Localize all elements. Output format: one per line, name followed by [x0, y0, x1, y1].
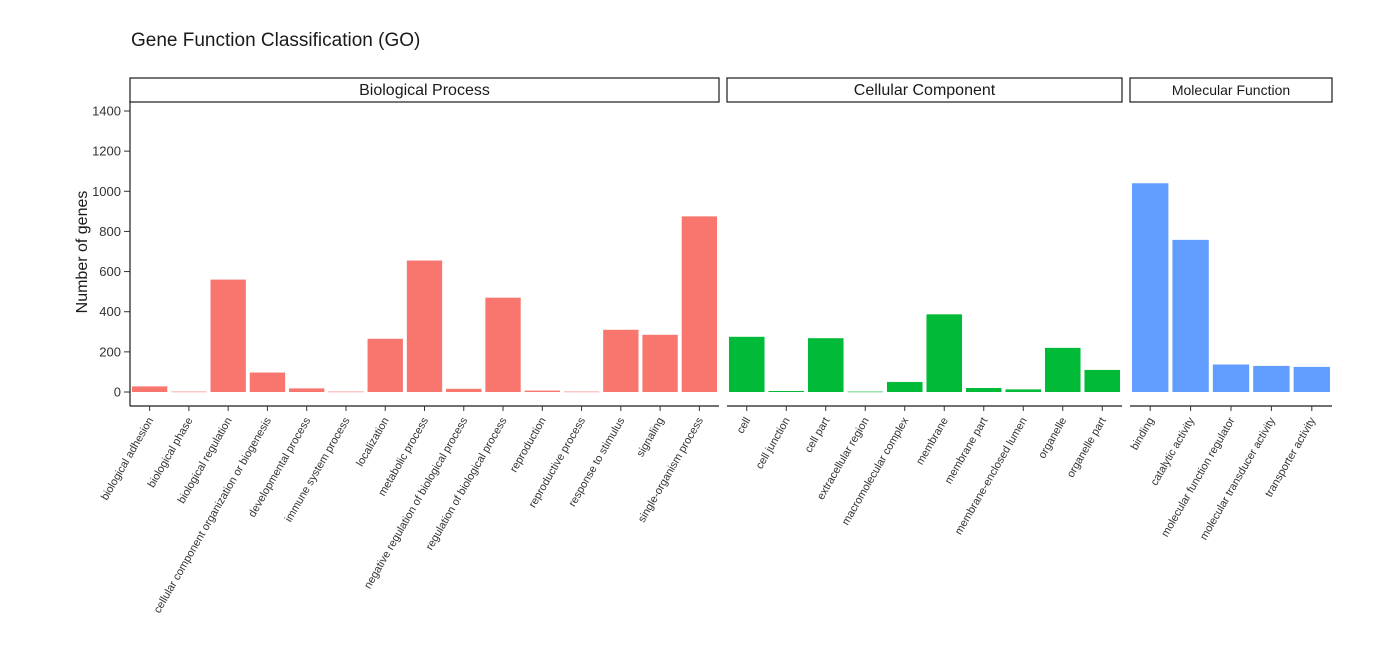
strip-label: Molecular Function [1172, 82, 1290, 98]
chart-title: Gene Function Classification (GO) [131, 30, 420, 51]
bar-biological-phase [171, 391, 207, 393]
bar-reproduction [524, 390, 560, 392]
strip-label: Cellular Component [854, 82, 996, 99]
bar-extracellular-region [847, 391, 884, 393]
x-tick-label: signaling [635, 416, 667, 460]
bar-biological-regulation [210, 279, 246, 392]
bar-localization [367, 338, 403, 392]
bar-metabolic-process [406, 260, 443, 392]
y-tick-label: 600 [99, 264, 121, 279]
strip-box [726, 77, 1123, 103]
x-tick-label: membrane-enclosed lumen [953, 416, 1030, 537]
x-tick-label: regulation of biological process [424, 415, 510, 552]
y-axis-label: Number of genes [74, 191, 91, 314]
bar-membrane-part [965, 387, 1002, 392]
x-tick-label: localization [354, 416, 392, 469]
x-tick-label: biological adhesion [99, 416, 156, 503]
bar-reproductive-process [563, 391, 600, 393]
x-tick-label: cell junction [754, 416, 793, 472]
bar-organelle [1044, 347, 1081, 392]
x-tick-label: organelle [1036, 416, 1069, 461]
bar-membrane-enclosed-lumen [1005, 389, 1042, 392]
y-tick-label: 0 [114, 385, 121, 400]
x-tick-label: binding [1129, 416, 1157, 453]
y-tick-label: 200 [99, 344, 121, 359]
y-tick-label: 1200 [92, 144, 121, 159]
x-tick-label: membrane [914, 416, 951, 468]
strip-label: Biological Process [359, 82, 490, 99]
y-tick-label: 1000 [92, 184, 121, 199]
x-tick-label: molecular function regulator [1159, 415, 1237, 539]
y-tick-label: 400 [99, 304, 121, 319]
strip-box [1129, 77, 1333, 103]
strip-box [129, 77, 720, 103]
bar-molecular-transducer-activity [1253, 365, 1290, 392]
x-tick-label: membrane part [943, 416, 991, 487]
bar-transporter-activity [1293, 366, 1330, 392]
panel-cellular-component: Cellular Component cell cell junction cell … [726, 77, 1123, 537]
y-tick-label: 1400 [92, 104, 121, 119]
bar-response-to-stimulus [603, 329, 639, 392]
bar-cell [728, 336, 765, 392]
bar-catalytic-activity [1172, 239, 1209, 392]
x-tick-label: organelle part [1065, 416, 1109, 480]
x-tick-label: catalytic activity [1149, 415, 1198, 488]
bar-cell-junction [768, 390, 805, 392]
bar-organelle-part [1084, 369, 1121, 392]
bar-cell-part [807, 338, 844, 392]
x-tick-label: molecular transducer activity [1198, 415, 1278, 542]
bar-biological-adhesion [131, 386, 168, 392]
bar-immune-system-process [328, 391, 364, 393]
x-tick-label: cell part [803, 416, 833, 455]
bar-binding [1132, 183, 1169, 392]
bar-developmental-process [289, 388, 325, 392]
y-axis: 0 200 400 600 800 1000 1200 1400 [92, 104, 130, 400]
bar-regulation-of-biological-process [485, 297, 521, 392]
bar-macromolecular-complex [886, 381, 923, 392]
y-tick-label: 800 [99, 224, 121, 239]
bar-single-organism-process [681, 216, 718, 392]
bar-negative-regulation-of-biological-process [446, 388, 482, 392]
bar-cellular-component-organization-or-biogenesis [249, 372, 286, 392]
x-tick-label: macromolecular complex [840, 415, 912, 527]
bar-signaling [642, 334, 678, 392]
bar-membrane [926, 314, 963, 392]
x-tick-label: reproduction [508, 416, 549, 475]
bar-molecular-function-regulator [1212, 364, 1250, 392]
x-tick-label: cell [735, 416, 754, 436]
